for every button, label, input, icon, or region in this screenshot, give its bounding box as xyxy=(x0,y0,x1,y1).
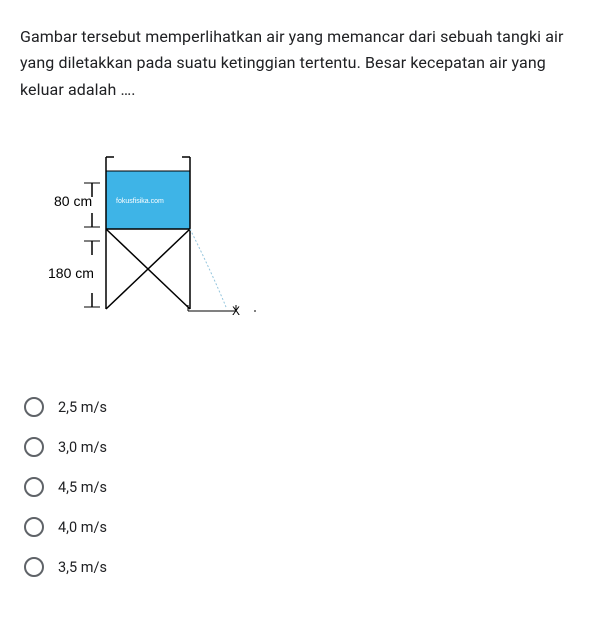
option-row[interactable]: 4,5 m/s xyxy=(24,477,577,497)
option-label: 4,5 m/s xyxy=(58,479,107,496)
option-label: 3,0 m/s xyxy=(58,439,107,456)
option-row[interactable]: 2,5 m/s xyxy=(24,397,577,417)
option-label: 3,5 m/s xyxy=(58,559,107,576)
option-row[interactable]: 3,5 m/s xyxy=(24,557,577,577)
figure-container: fokusfisika.com X 80 cm 180 cm xyxy=(36,143,577,367)
options-list: 2,5 m/s 3,0 m/s 4,5 m/s 4,0 m/s 3,5 m/s xyxy=(24,397,577,577)
tank-figure: fokusfisika.com X 80 cm 180 cm xyxy=(36,143,256,363)
option-label: 2,5 m/s xyxy=(58,399,107,416)
radio-icon xyxy=(24,397,44,417)
radio-icon xyxy=(24,437,44,457)
svg-text:X: X xyxy=(232,304,240,318)
option-row[interactable]: 4,0 m/s xyxy=(24,517,577,537)
option-row[interactable]: 3,0 m/s xyxy=(24,437,577,457)
question-text: Gambar tersebut memperlihatkan air yang … xyxy=(20,24,577,103)
svg-text:180 cm: 180 cm xyxy=(48,265,94,281)
radio-icon xyxy=(24,517,44,537)
radio-icon xyxy=(24,477,44,497)
svg-text:fokusfisika.com: fokusfisika.com xyxy=(116,198,164,205)
svg-text:80 cm: 80 cm xyxy=(54,193,92,209)
option-label: 4,0 m/s xyxy=(58,519,107,536)
radio-icon xyxy=(24,557,44,577)
